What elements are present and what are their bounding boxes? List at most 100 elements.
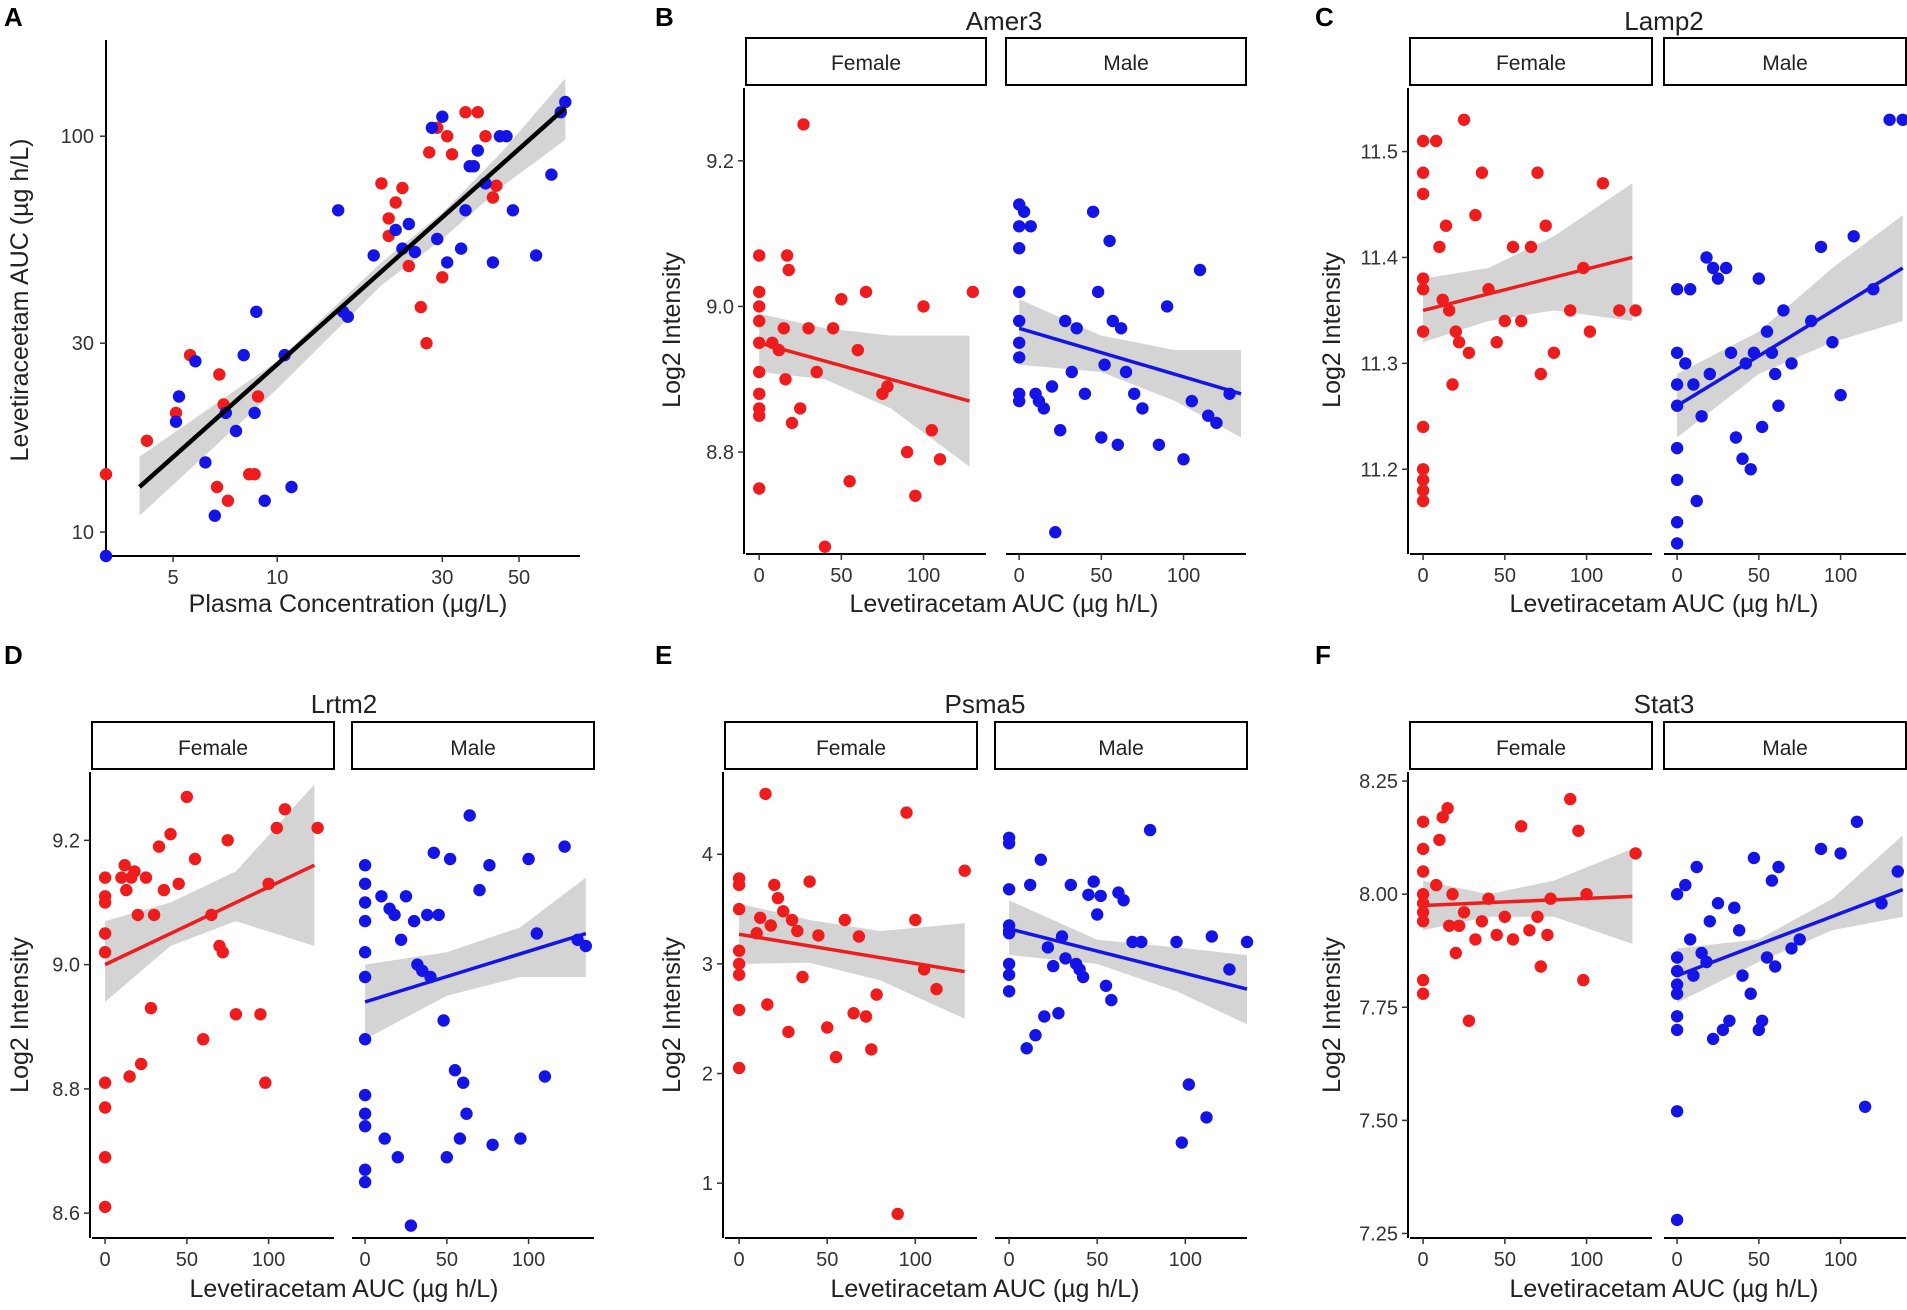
panel-a-male-data-point <box>258 494 271 507</box>
panel-d-female-data-point <box>164 827 177 841</box>
panel-f-female-data-point <box>1506 933 1520 946</box>
panel-e-male-data-point <box>1205 930 1219 943</box>
panel-d-male-data-point <box>378 1132 391 1145</box>
panel-b-male-data-point <box>1013 314 1026 328</box>
panel-d-male-data-point <box>463 809 476 822</box>
panel-c-y-tick-label: 11.3 <box>1361 353 1398 375</box>
panel-d-male-confidence-band <box>365 877 586 1040</box>
panel-e-female-data-point <box>754 911 767 924</box>
panel-e-male-data-point <box>1087 875 1100 888</box>
panel-d-female-data-point <box>197 1033 210 1046</box>
panel-c-male-data-point <box>1684 283 1697 296</box>
panel-c-female-data-point <box>1531 166 1544 179</box>
panel-f-y-tick-label: 7.50 <box>1359 1110 1398 1132</box>
panel-d-female-data-point <box>172 877 185 890</box>
panel-c-male-data-point <box>1724 346 1738 359</box>
panel-a-female-data-point <box>436 271 449 284</box>
panel-c-x-axis-title: Levetiracetam AUC (µg h/L) <box>1510 590 1819 618</box>
panel-d-male-data-point <box>358 877 372 890</box>
panel-c-female-confidence-band <box>1423 183 1633 343</box>
panel-d-male-data-point <box>358 946 372 959</box>
panel-c-male-data-point <box>1883 113 1896 127</box>
panel-a-male-data-point <box>199 456 212 469</box>
panel-f-male-data-point <box>1670 951 1684 964</box>
panel-c-female-x-tick-label: 0 <box>1418 565 1429 587</box>
panel-f-female-x-tick-label: 0 <box>1418 1249 1429 1271</box>
panel-f-female-data-point <box>1490 928 1503 942</box>
panel-c-male-data-point <box>1703 367 1717 381</box>
panel-c-male-data-point <box>1695 410 1708 423</box>
panel-c-female-data-point <box>1613 304 1626 317</box>
panel-f-male-data-point <box>1747 851 1761 865</box>
panel-b-male-data-point <box>1037 402 1051 415</box>
panel-b-title: Amer3 <box>966 6 1043 36</box>
panel-f-male-data-point <box>1891 865 1905 878</box>
panel-c-female-data-point <box>1433 240 1446 254</box>
panel-f-male-data-point <box>1755 1014 1769 1027</box>
panel-c-female-data-point <box>1416 494 1430 508</box>
panel-e-y-axis-title: Log2 Intensity <box>658 937 686 1093</box>
panel-f-y-tick-label: 7.25 <box>1359 1223 1398 1245</box>
panel-c-male-confidence-band <box>1677 215 1903 438</box>
panel-a-female-data-point <box>221 494 235 507</box>
panel-a-male-data-point <box>431 232 444 246</box>
panel-a-label: A <box>4 2 23 32</box>
panel-b-female-data-point <box>785 416 799 430</box>
panel-c-y-tick-label: 11.2 <box>1361 459 1398 481</box>
panel-d-female-data-point <box>147 908 161 922</box>
panel-e-male-data-point <box>1023 878 1037 892</box>
panel-b-female-data-point <box>900 445 914 459</box>
panel-d-female-x-tick-label: 0 <box>100 1249 111 1271</box>
panel-b-female-data-point <box>753 387 766 400</box>
panel-b-female-data-point <box>826 322 840 335</box>
panel-b-female-x-tick-label: 0 <box>754 565 765 587</box>
panel-b-male-data-point <box>1111 438 1125 451</box>
panel-a-male-data-point <box>229 424 243 438</box>
panel-a-female-data-point <box>396 181 409 195</box>
panel-a-regression-line <box>138 106 567 489</box>
panel-d-male-regression-line <box>364 931 587 1004</box>
panel-b-female-data-point <box>753 482 766 495</box>
panel-f-female-data-point <box>1523 924 1536 937</box>
panel-e-strip-female-label: Female <box>816 737 886 760</box>
panel-c-female-data-point <box>1583 325 1597 338</box>
panel-b-female-data-point <box>753 249 766 262</box>
panel-d-female-x-tick-label: 50 <box>176 1249 198 1271</box>
panel-d-male-data-point <box>538 1070 552 1083</box>
panel-e-male-data-point <box>1029 1029 1042 1042</box>
panel-b-y-tick-label: 8.8 <box>706 442 734 464</box>
panel-b-y-tick-label: 9.2 <box>706 151 734 173</box>
panel-e-y-tick-label: 2 <box>702 1064 713 1086</box>
panel-c-female-data-point <box>1416 484 1430 497</box>
panel-d-male-data-point <box>432 908 445 922</box>
panel-c-female-data-point <box>1416 325 1430 338</box>
panel-d-male-data-point <box>358 1107 372 1120</box>
panel-d-y-tick-label: 8.8 <box>52 1079 80 1101</box>
panel-b-female-data-point <box>859 285 873 299</box>
panel-b-male-x-tick-label: 100 <box>1167 565 1200 587</box>
panel-d-male-x-tick-label: 0 <box>360 1249 371 1271</box>
panel-f-male-data-point <box>1706 1032 1720 1046</box>
panel-b-female-data-point <box>925 424 938 437</box>
panel-e-female-x-tick-label: 100 <box>899 1249 932 1271</box>
panel-d-female-data-point <box>98 896 112 909</box>
panel-e-y-tick-label: 4 <box>702 844 713 866</box>
panel-f-strip-male <box>1663 721 1907 770</box>
panel-e-female-data-point <box>732 1061 746 1075</box>
panel-e-female-data-point <box>732 944 746 957</box>
panel-d-y-tick-label: 9.0 <box>52 955 80 977</box>
panel-a-male-data-point <box>425 121 439 134</box>
panel-b-male-data-point <box>1119 365 1133 379</box>
panel-f-female-regression-line <box>1423 894 1633 908</box>
panel-c-female-data-point <box>1539 219 1552 232</box>
panel-f-female-data-point <box>1475 915 1489 928</box>
panel-b-female-data-point <box>909 489 922 502</box>
panel-d-male-x-tick-label: 50 <box>436 1249 458 1271</box>
panel-c-female-data-point <box>1475 166 1489 179</box>
panel-e-male-data-point <box>1020 1042 1033 1055</box>
panel-a-x-tick-label: 50 <box>508 567 530 589</box>
panel-b-female-data-point <box>753 285 766 299</box>
panel-c-male-data-point <box>1670 283 1684 296</box>
panel-c-male-data-point <box>1772 399 1785 412</box>
panel-c-female-data-point <box>1449 325 1463 338</box>
